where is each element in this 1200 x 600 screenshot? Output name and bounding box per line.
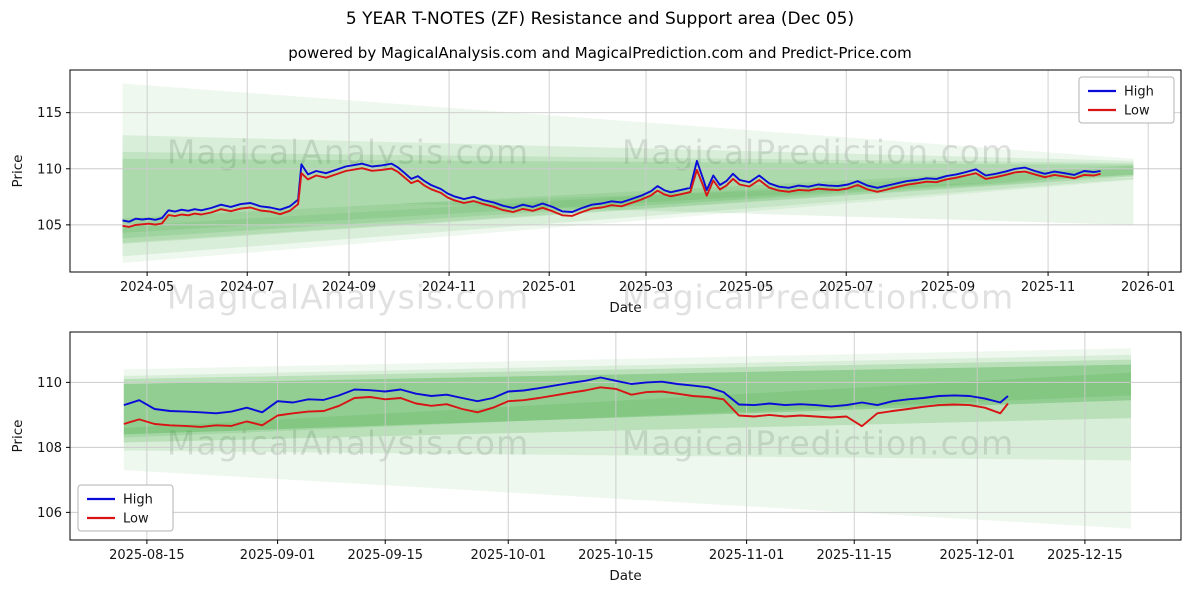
legend-label-high: High — [1124, 85, 1154, 100]
legend-box — [77, 484, 174, 532]
y-axis-label: Price — [10, 420, 26, 453]
x-tick-label: 2025-09-15 — [347, 548, 423, 563]
support-resistance-band — [123, 372, 1132, 438]
x-tick-label: 2024-05 — [120, 280, 174, 295]
support-resistance-band — [123, 359, 1132, 443]
x-tick-label: 2025-09 — [921, 280, 975, 295]
plot-frame — [69, 331, 1182, 541]
x-tick-label: 2025-10-15 — [578, 548, 654, 563]
support-resistance-band — [398, 177, 1134, 225]
x-tick-label: 2025-10-01 — [470, 548, 546, 563]
x-tick-label: 2024-09 — [322, 280, 376, 295]
chart-title: 5 YEAR T-NOTES (ZF) Resistance and Suppo… — [345, 9, 855, 29]
support-resistance-band — [122, 151, 1134, 244]
y-tick-label: 105 — [37, 218, 62, 233]
y-tick-label: 110 — [37, 162, 62, 177]
x-tick-label: 2025-09-01 — [240, 548, 316, 563]
support-resistance-band — [122, 83, 1134, 263]
x-tick-label: 2025-11 — [1021, 280, 1075, 295]
legend-box — [1078, 76, 1175, 124]
support-resistance-band — [123, 348, 1132, 529]
x-tick-label: 2025-03 — [619, 280, 673, 295]
x-tick-label: 2025-11-01 — [709, 548, 785, 563]
top-chart: 2024-05 2024-07 2024-09 2024-11 2025-01 2025-… — [10, 69, 1182, 316]
plot-frame — [69, 69, 1182, 273]
x-tick-label: 2025-01 — [522, 280, 576, 295]
legend-label-high: High — [123, 493, 153, 508]
x-axis-label: Date — [609, 300, 641, 316]
support-resistance-band — [123, 354, 1132, 461]
y-tick-label: 115 — [37, 106, 62, 121]
x-tick-label: 2024-07 — [220, 280, 274, 295]
y-tick-label: 108 — [37, 441, 62, 456]
y-tick-label: 110 — [37, 376, 62, 391]
x-tick-label: 2025-11-15 — [816, 548, 892, 563]
x-tick-label: 2025-07 — [819, 280, 873, 295]
x-tick-label: 2025-05 — [719, 280, 773, 295]
x-tick-label: 2025-12-01 — [939, 548, 1015, 563]
high-line — [122, 159, 1101, 223]
x-tick-label: 2024-11 — [422, 280, 476, 295]
y-axis-label: Price — [10, 155, 26, 188]
x-axis-label: Date — [609, 568, 641, 584]
legend-label-low: Low — [123, 512, 149, 527]
chart-subtitle: powered by MagicalAnalysis.com and Magic… — [288, 44, 912, 62]
bottom-chart: 2025-08-15 2025-09-01 2025-09-15 2025-10-01… — [10, 331, 1182, 584]
x-tick-label: 2025-12-15 — [1047, 548, 1123, 563]
low-line — [122, 167, 1101, 228]
legend-label-low: Low — [1124, 104, 1150, 119]
high-line — [123, 376, 1009, 415]
support-resistance-band — [122, 158, 1134, 239]
x-tick-label: 2025-08-15 — [109, 548, 185, 563]
support-resistance-band — [122, 165, 1134, 233]
x-tick-label: 2026-01 — [1121, 280, 1175, 295]
low-line — [123, 386, 1009, 428]
y-tick-label: 106 — [37, 506, 62, 521]
